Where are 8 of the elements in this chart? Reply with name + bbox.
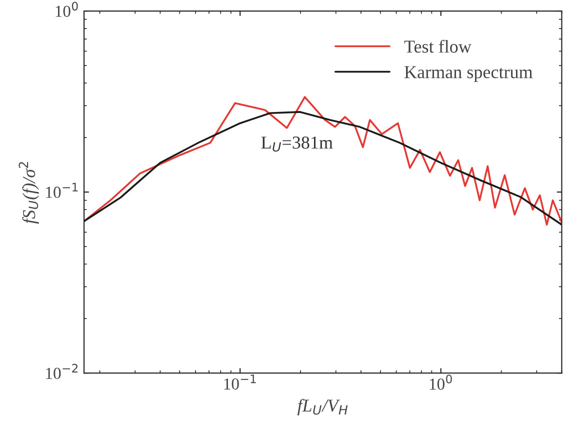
y-axis-title: fS$_{U}$(f)/σ$^{2}$ <box>18 162 39 224</box>
annotation: L$_{U}$=381m <box>261 136 333 152</box>
x-axis-title: fL$_{U}$/V$_{H}$ <box>297 398 348 416</box>
y-tick-label: 10$^{−2}$ <box>46 364 78 380</box>
legend-label: Test flow <box>404 40 472 53</box>
y-tick-label: 10$^{−1}$ <box>46 182 78 198</box>
y-tick-label: 10$^{0}$ <box>56 2 78 17</box>
legend-label: Karman spectrum <box>404 66 533 82</box>
